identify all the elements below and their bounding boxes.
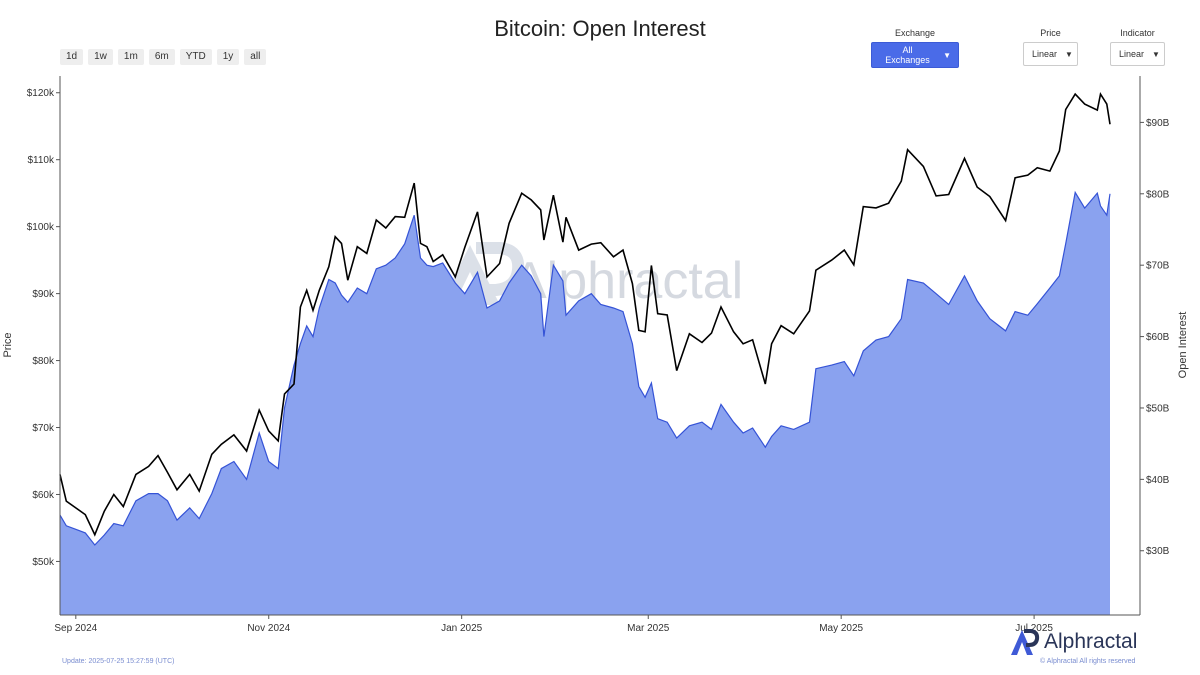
x-tick-label: Mar 2025: [627, 623, 670, 634]
right-tick-label: $50B: [1146, 403, 1170, 414]
open-interest-area: [60, 192, 1110, 615]
exchange-select[interactable]: All Exchanges ▼: [871, 42, 959, 68]
price-scale-select[interactable]: Linear ▼: [1023, 42, 1078, 66]
alphractal-logo-icon: [1011, 629, 1040, 655]
range-button-6m[interactable]: 6m: [148, 49, 175, 65]
copyright-text: © Alphractal All rights reserved: [1040, 658, 1136, 665]
right-tick-label: $30B: [1146, 546, 1170, 557]
indicator-scale-control: Indicator Linear ▼: [1110, 28, 1165, 66]
price-line: [59, 91, 1111, 537]
exchange-control: Exchange All Exchanges ▼: [871, 28, 959, 68]
price-scale-label: Price: [1040, 28, 1061, 38]
left-tick-label: $100k: [27, 222, 55, 233]
right-tick-label: $40B: [1146, 475, 1170, 486]
range-button-all[interactable]: all: [244, 49, 267, 65]
indicator-scale-value: Linear: [1119, 49, 1145, 59]
exchange-select-value: All Exchanges: [885, 45, 930, 65]
right-axis-ticks: $30B $40B $50B $60B $70B $80B $90B: [1140, 118, 1170, 557]
right-axis-label: Open Interest: [1177, 312, 1189, 379]
chart-title: Bitcoin: Open Interest: [494, 16, 706, 41]
brand[interactable]: Alphractal: [1010, 628, 1137, 656]
left-axis-label: Price: [2, 332, 14, 357]
left-tick-label: $50k: [32, 557, 55, 568]
x-axis-ticks: Sep 2024 Nov 2024 Jan 2025 Mar 2025 May 2025…: [54, 615, 1053, 634]
brand-name: Alphractal: [1044, 630, 1138, 653]
chevron-down-icon: ▼: [1065, 49, 1073, 59]
range-button-1d[interactable]: 1d: [60, 49, 84, 65]
right-tick-label: $90B: [1146, 118, 1170, 129]
range-button-ytd[interactable]: YTD: [179, 49, 212, 65]
x-tick-label: May 2025: [819, 623, 863, 634]
right-tick-label: $70B: [1146, 261, 1170, 272]
axes: [59, 76, 1141, 616]
x-tick-label: Jan 2025: [441, 623, 483, 634]
exchange-label: Exchange: [894, 28, 936, 38]
chevron-down-icon: ▼: [1152, 49, 1160, 59]
indicator-scale-select[interactable]: Linear ▼: [1110, 42, 1165, 66]
left-axis-ticks: $50k $60k $70k $80k $90k $100k $110k $120k: [27, 88, 60, 568]
range-selector: 1d 1w 1m 6m YTD 1y all: [60, 49, 267, 65]
indicator-scale-label: Indicator: [1120, 28, 1155, 38]
range-button-1m[interactable]: 1m: [117, 49, 144, 65]
price-scale-value: Linear: [1032, 49, 1058, 59]
update-timestamp: Update: 2025-07-25 15:27:59 (UTC): [62, 658, 175, 665]
range-button-1w[interactable]: 1w: [88, 49, 113, 65]
open-interest-line: [59, 190, 1111, 546]
left-tick-label: $110k: [27, 155, 55, 166]
chevron-down-icon: ▼: [943, 50, 951, 60]
right-tick-label: $60B: [1146, 332, 1170, 343]
watermark-text: Alphractal: [512, 252, 743, 310]
left-tick-label: $70k: [32, 423, 55, 434]
x-tick-label: Sep 2024: [54, 623, 97, 634]
left-tick-label: $60k: [32, 490, 55, 501]
range-button-1y[interactable]: 1y: [216, 49, 240, 65]
x-tick-label: Nov 2024: [247, 623, 290, 634]
price-scale-control: Price Linear ▼: [1023, 28, 1078, 66]
left-tick-label: $120k: [27, 88, 55, 99]
left-tick-label: $80k: [32, 356, 55, 367]
right-tick-label: $80B: [1146, 189, 1170, 200]
x-tick-label: Jul 2025: [1015, 623, 1053, 634]
left-tick-label: $90k: [32, 289, 55, 300]
